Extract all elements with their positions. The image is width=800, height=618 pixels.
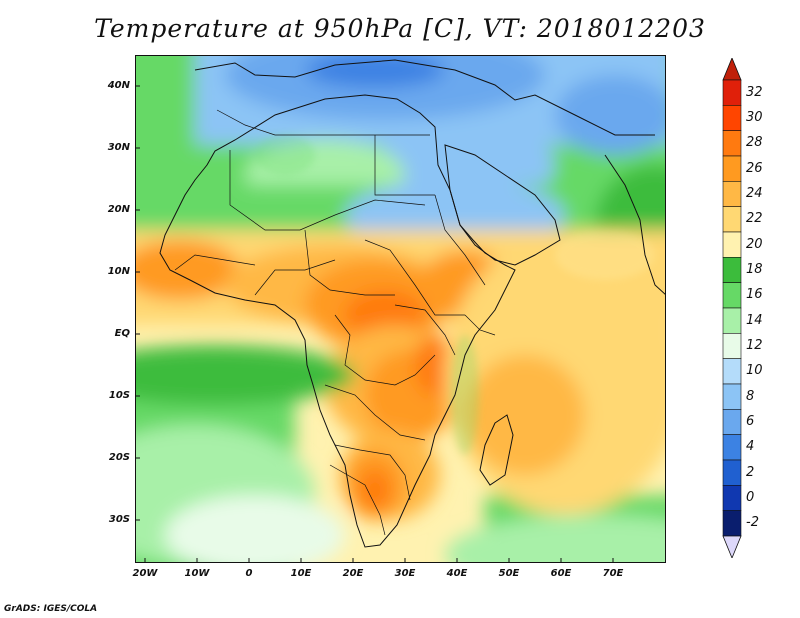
colorbar-cell — [722, 181, 742, 207]
lat-label: 30N — [107, 142, 130, 153]
colorbar-label: -2 — [746, 515, 759, 531]
colorbar-label: 4 — [746, 439, 755, 455]
colorbar-under-arrow — [722, 535, 742, 558]
lon-label: 30E — [394, 568, 416, 579]
lat-label: 10S — [108, 390, 130, 401]
colorbar-cell — [722, 79, 742, 106]
colorbar-label: 12 — [746, 338, 763, 353]
colorbar-label: 22 — [746, 211, 763, 227]
map-title: Temperature at 950hPa [C], VT: 201801220… — [94, 14, 706, 43]
colorbar-over-arrow — [722, 58, 742, 81]
colorbar-cell — [722, 434, 742, 461]
coastlines — [159, 59, 666, 548]
lon-label: 70E — [602, 568, 624, 579]
colorbar-label: 28 — [746, 135, 763, 151]
colorbar-label: 26 — [746, 160, 763, 176]
colorbar-label: 6 — [746, 414, 755, 429]
colorbar-cell — [722, 231, 742, 258]
lat-label: 10N — [107, 266, 130, 277]
colorbar-label: 2 — [746, 464, 755, 480]
colorbar-label: 16 — [746, 287, 763, 303]
colorbar-cell — [722, 510, 742, 537]
colorbar-cell — [722, 409, 742, 435]
lon-label: 10E — [290, 568, 312, 579]
axis-ticks — [135, 85, 614, 563]
colorbar-label: 18 — [746, 262, 763, 277]
lon-label: 20W — [132, 568, 158, 579]
lon-label: 0 — [245, 568, 253, 579]
colorbar-cell — [722, 105, 742, 131]
lat-label: EQ — [114, 328, 130, 339]
lon-label: 60E — [550, 568, 572, 579]
colorbar-label: 24 — [746, 186, 763, 201]
colorbar-label: 20 — [746, 236, 763, 252]
colorbar-label: 10 — [746, 363, 763, 379]
colorbar-label: 8 — [746, 388, 755, 404]
colorbar-cell — [722, 257, 742, 283]
colorbar-cell — [722, 130, 742, 157]
colorbar-cell — [722, 358, 742, 385]
lat-label: 20S — [108, 452, 130, 463]
colorbar-cell — [722, 383, 742, 410]
lon-label: 10W — [184, 568, 210, 579]
lon-label: 20E — [342, 568, 364, 579]
lon-label: 40E — [446, 568, 468, 579]
colorbar — [722, 58, 742, 558]
colorbar-cell — [722, 155, 742, 182]
lat-label: 30S — [108, 514, 130, 525]
colorbar-label: 14 — [746, 312, 763, 328]
map-plot — [135, 55, 666, 563]
lat-label: 40N — [107, 80, 130, 91]
colorbar-cell — [722, 282, 742, 309]
colorbar-cell — [722, 307, 742, 334]
borders — [174, 109, 496, 536]
lat-label: 20N — [107, 204, 130, 215]
lon-label: 50E — [498, 568, 520, 579]
colorbar-label: 32 — [746, 84, 763, 100]
temperature-map — [135, 55, 666, 563]
credit-text: GrADS: IGES/COLA — [4, 604, 98, 614]
colorbar-cell — [722, 459, 742, 486]
colorbar-label: 0 — [746, 490, 755, 505]
colorbar-cell — [722, 485, 742, 511]
colorbar-cell — [722, 333, 742, 359]
colorbar-label: 30 — [746, 110, 763, 125]
colorbar-cell — [722, 206, 742, 233]
